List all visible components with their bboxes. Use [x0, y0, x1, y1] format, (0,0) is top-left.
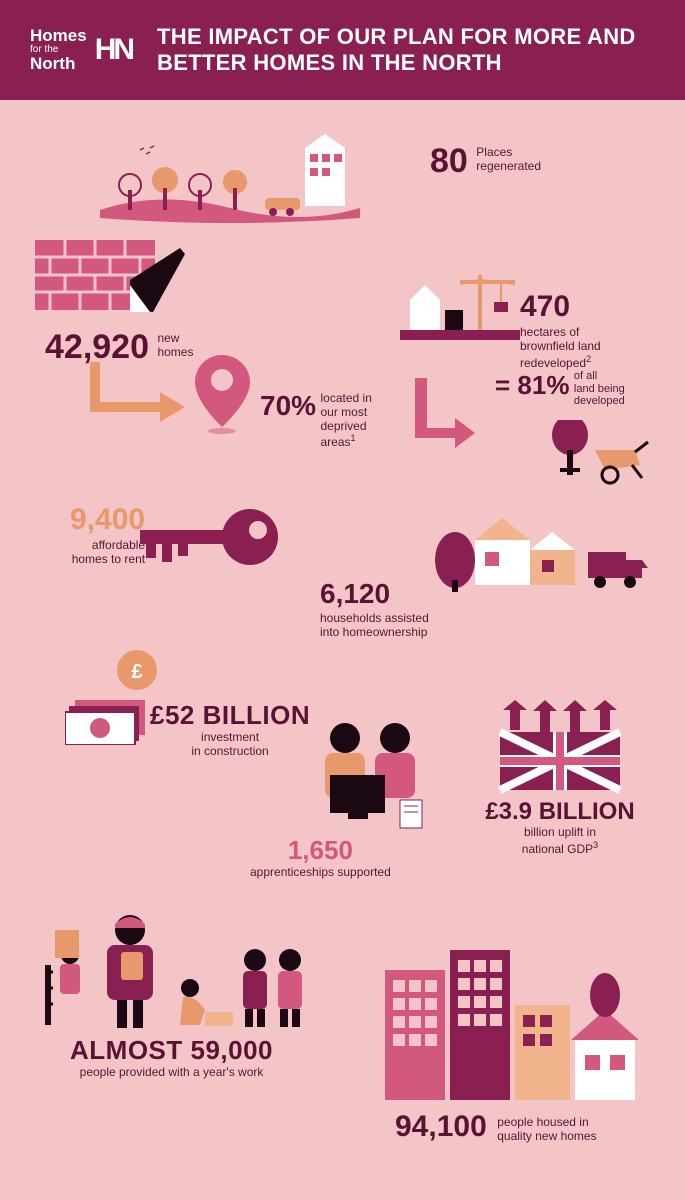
- owner-number: 6,120: [320, 578, 390, 609]
- rent-number: 9,400: [70, 503, 145, 536]
- logo-the: the: [44, 44, 58, 55]
- places-number: 80: [430, 142, 468, 180]
- svg-text:£: £: [131, 661, 142, 683]
- deprived-label: located in our most deprived areas: [321, 391, 372, 449]
- brownfield-foot: 2: [586, 354, 591, 364]
- buildings-icon: [385, 950, 645, 1110]
- page-title: THE IMPACT OF OUR PLAN FOR MORE AND BETT…: [157, 24, 655, 77]
- work-number: ALMOST 59,000: [70, 1035, 273, 1065]
- gdp-foot: 3: [593, 840, 598, 850]
- apprentice-number: 1,650: [288, 835, 353, 865]
- gdp-number: £3.9 BILLION: [485, 798, 634, 825]
- alldev-label: of all land being developed: [574, 370, 625, 408]
- arrow-icon: [90, 362, 185, 432]
- header: Homes for the North HN THE IMPACT OF OUR…: [0, 0, 685, 100]
- arrow-down-icon: [415, 378, 475, 458]
- deprived-number: 70%: [260, 390, 316, 421]
- places-label: Places regenerated: [476, 146, 541, 174]
- work-label: people provided with a year's work: [70, 1066, 273, 1080]
- uk-flag-arrows-icon: [495, 700, 625, 795]
- stat-apprenticeships: 1,650 apprenticeships supported: [250, 835, 391, 880]
- stat-affordable-rent: 9,400 affordable homes to rent: [70, 503, 145, 567]
- alldev-prefix: =: [495, 370, 517, 400]
- homes-label: new homes: [157, 332, 193, 360]
- invest-label: investment in construction: [150, 731, 310, 759]
- housed-number: 94,100: [395, 1110, 487, 1143]
- wheelbarrow-icon: [540, 420, 650, 490]
- key-icon: [140, 500, 280, 575]
- stat-homeownership: 6,120 households assisted into homeowner…: [320, 578, 429, 640]
- stat-all-land-developed: = 81% of all land being developed: [495, 370, 625, 408]
- map-pin-icon: [195, 355, 250, 435]
- houses-van-icon: [430, 510, 650, 600]
- stat-investment: £52 BILLION investment in construction: [150, 700, 310, 759]
- logo-line1: Homes: [30, 26, 87, 45]
- stat-people-housed: 94,100 people housed in quality new home…: [395, 1110, 597, 1144]
- alldev-number: 81%: [517, 370, 569, 400]
- invest-number: £52 BILLION: [150, 700, 310, 730]
- gdp-label: billion uplift in national GDP: [522, 825, 596, 856]
- infographic-canvas: 80 Places regenerated 42,920 new homes 7…: [0, 100, 685, 1200]
- stat-gdp: £3.9 BILLION billion uplift in national …: [485, 798, 635, 857]
- homes-number: 42,920: [45, 328, 149, 366]
- stat-brownfield: 470 hectares of brownfield land redevelo…: [520, 290, 601, 370]
- brownfield-number: 470: [520, 290, 570, 323]
- people-desk-icon: [300, 720, 450, 830]
- rent-label: affordable homes to rent: [70, 539, 145, 567]
- crane-icon: [400, 275, 520, 375]
- housed-label: people housed in quality new homes: [497, 1116, 596, 1144]
- logo-mark-icon: HN: [95, 33, 132, 67]
- stat-deprived-areas: 70% located in our most deprived areas1: [260, 390, 372, 450]
- apprentice-label: apprenticeships supported: [250, 866, 391, 880]
- landscape-icon: [90, 130, 370, 230]
- stat-years-work: ALMOST 59,000 people provided with a yea…: [70, 1035, 273, 1080]
- deprived-foot: 1: [351, 433, 356, 443]
- bricks-icon: [35, 240, 185, 325]
- logo-line3: North: [30, 54, 75, 73]
- logo-for: for: [30, 44, 42, 55]
- stat-places-regenerated: 80 Places regenerated: [430, 142, 541, 181]
- owner-label: households assisted into homeownership: [320, 612, 429, 640]
- workers-icon: [45, 910, 325, 1035]
- logo: Homes for the North HN: [30, 27, 132, 73]
- logo-text: Homes for the North: [30, 27, 87, 73]
